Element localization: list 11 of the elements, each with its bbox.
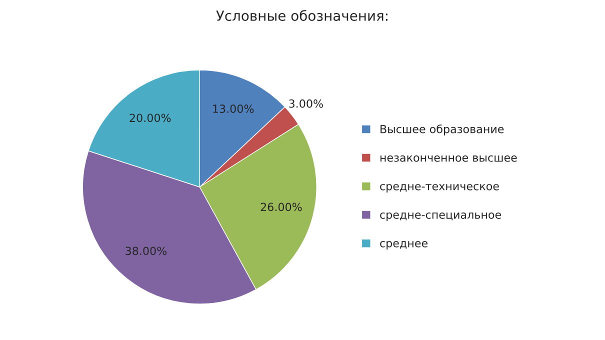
legend-label: незаконченное высшее xyxy=(380,155,517,162)
data-label: 3.00% xyxy=(289,99,323,108)
legend-label: среднее xyxy=(380,241,428,250)
legend-label: средне-специальное xyxy=(380,212,502,222)
data-label: 13.00% xyxy=(213,104,254,113)
data-label: 38.00% xyxy=(126,246,167,256)
legend-label: Высшее образование xyxy=(380,124,504,136)
chart-title: Условные обозначения: xyxy=(216,10,388,21)
legend-label: средне-техническое xyxy=(380,184,499,192)
data-label: 20.00% xyxy=(130,114,171,122)
data-label: 26.00% xyxy=(260,202,302,212)
